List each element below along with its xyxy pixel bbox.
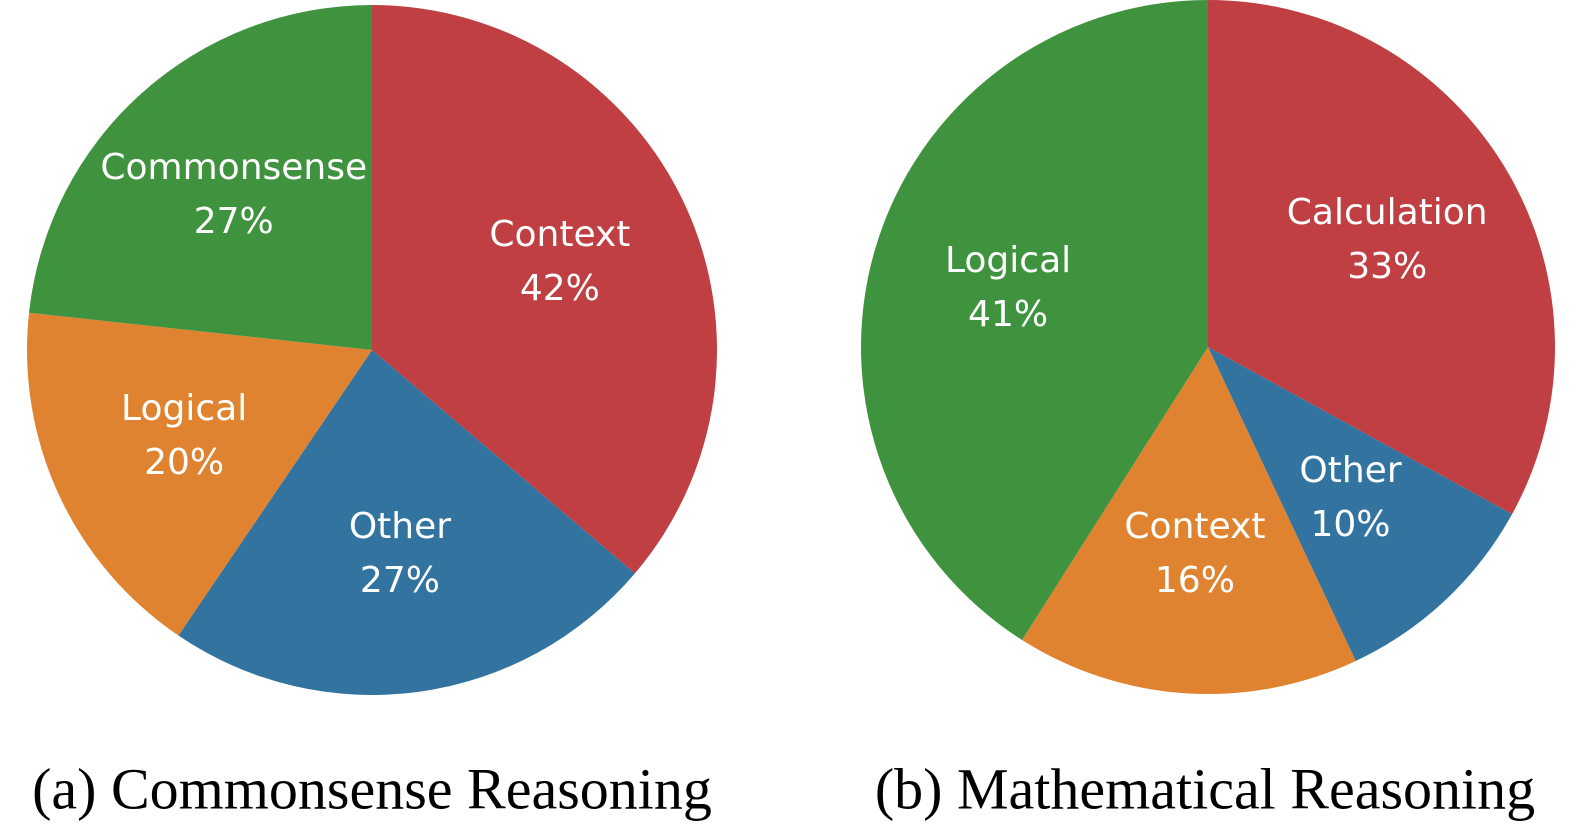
slice-label: Calculation [1287,192,1488,233]
slice-value-label: 10% [1311,504,1391,545]
slice-value-label: 42% [520,268,600,309]
slice-value-label: 20% [144,442,224,483]
chart-title: (a) Commonsense Reasoning [32,756,712,821]
slice-value-label: 27% [360,560,440,601]
pie-slice [1022,347,1356,694]
pie-slice [1208,0,1555,515]
pie-slice [27,312,373,636]
pie-slice [372,5,718,574]
slice-value-label: 27% [194,201,274,242]
slice-label: Context [1124,506,1265,547]
slice-label: Logical [945,240,1071,281]
pie-slice [1208,347,1513,661]
slice-label: Commonsense [100,147,367,188]
pie-slice [861,0,1208,640]
slice-value-label: 16% [1155,560,1235,601]
slice-value-label: 41% [968,294,1048,335]
pie-slice [29,5,373,350]
slice-value-label: 33% [1347,246,1427,287]
slice-label: Other [349,506,451,547]
chart-title: (b) Mathematical Reasoning [875,756,1535,821]
slice-label: Logical [121,388,247,429]
slice-label: Context [489,214,630,255]
slice-label: Other [1299,450,1401,491]
pie-slice [178,350,635,695]
